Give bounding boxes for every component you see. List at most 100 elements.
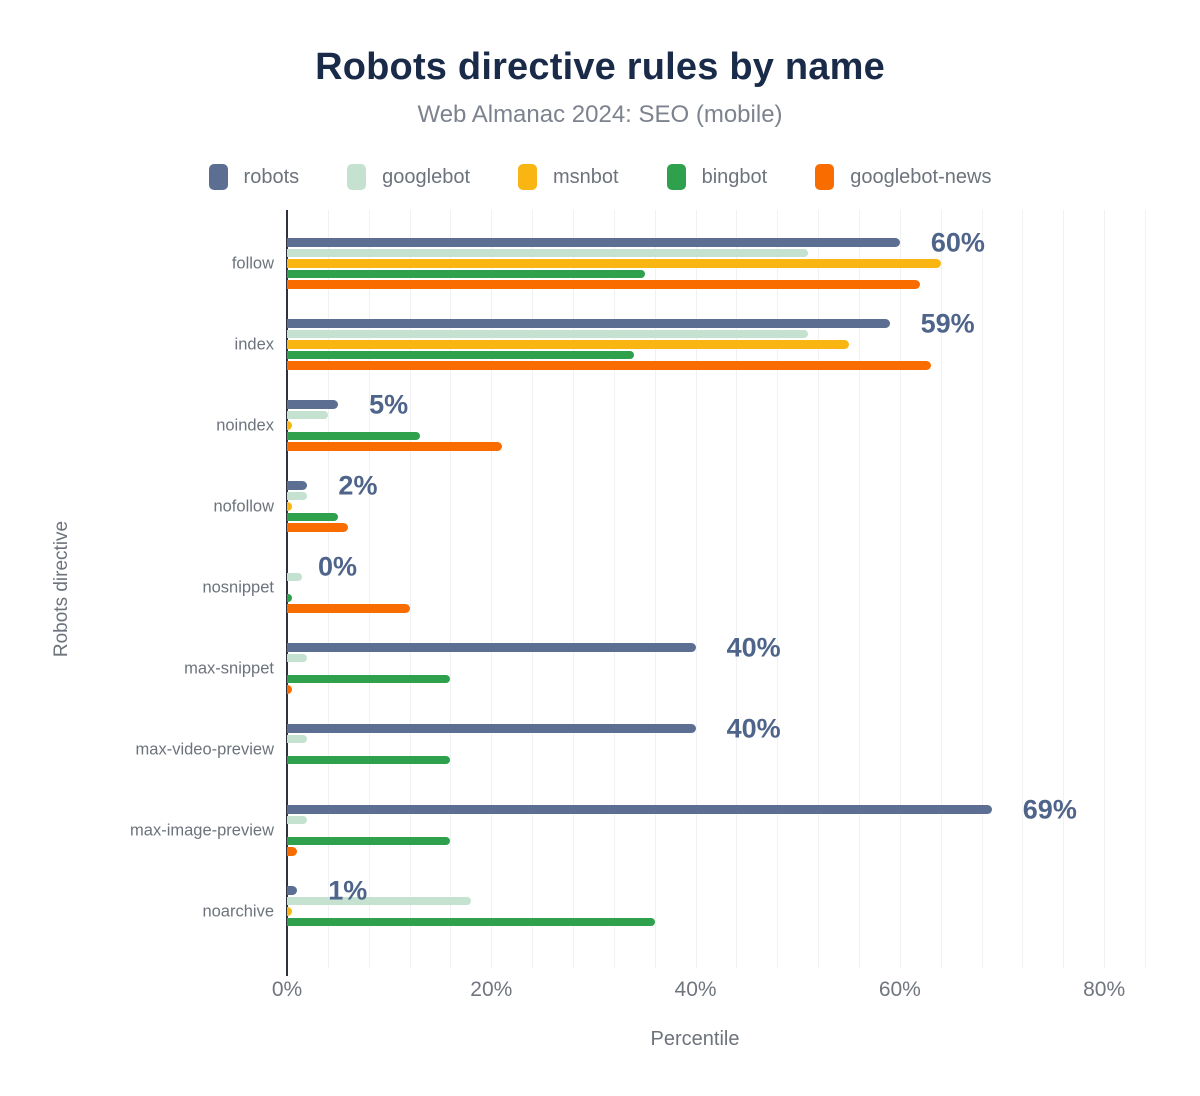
grid-line bbox=[859, 210, 860, 968]
category-row-follow: follow 60% bbox=[232, 223, 1145, 304]
grid-line bbox=[491, 210, 493, 968]
bar-robots-noindex bbox=[287, 400, 339, 409]
category-row-max-snippet: max-snippet 40% bbox=[184, 628, 1145, 709]
bar-bingbot-noarchive bbox=[287, 917, 655, 926]
bar-googlebot-news-index bbox=[287, 361, 931, 370]
category-row-index: index 59% bbox=[235, 304, 1145, 385]
category-label: follow bbox=[231, 254, 274, 272]
legend-item-bingbot: bingbot bbox=[666, 164, 768, 190]
bar-googlebot-news-nofollow bbox=[287, 523, 349, 532]
legend-label: googlebot bbox=[382, 165, 471, 188]
grid-line bbox=[940, 210, 942, 968]
bar-robots-follow bbox=[287, 238, 900, 247]
bar-googlebot-news-max-snippet bbox=[287, 685, 293, 694]
bar-bingbot-index bbox=[287, 350, 635, 359]
bar-robots-max-snippet bbox=[287, 643, 696, 652]
category-row-noarchive: noarchive 1% bbox=[202, 871, 1145, 952]
grid-line bbox=[1145, 210, 1146, 968]
grid-line bbox=[777, 210, 779, 968]
x-tick-20%: 20% bbox=[470, 978, 513, 1001]
bar-group bbox=[287, 805, 992, 856]
legend-swatch-robots bbox=[208, 164, 228, 190]
bar-googlebot-noarchive bbox=[287, 896, 471, 905]
chart-title: Robots directive rules by name bbox=[315, 46, 885, 88]
category-label: noarchive bbox=[202, 902, 274, 920]
grid-line bbox=[981, 210, 983, 968]
y-axis-line bbox=[286, 210, 288, 976]
legend-label: googlebot-news bbox=[850, 165, 992, 188]
category-row-nosnippet: nosnippet 0% bbox=[202, 547, 1145, 628]
category-label: nofollow bbox=[213, 497, 274, 515]
bar-bingbot-max-image-preview bbox=[287, 836, 451, 845]
value-label-nofollow: 2% bbox=[338, 470, 378, 500]
legend: robots googlebot msnbot bingbot googlebot-ne… bbox=[0, 164, 1200, 190]
category-row-max-video-preview: max-video-preview 40% bbox=[136, 709, 1145, 790]
grid-line bbox=[1022, 210, 1024, 968]
x-tick-60%: 60% bbox=[878, 978, 921, 1001]
bar-group bbox=[287, 238, 941, 289]
value-label-max-image-preview: 69% bbox=[1022, 794, 1077, 824]
legend-label: bingbot bbox=[701, 165, 768, 188]
value-label-noindex: 5% bbox=[369, 389, 409, 419]
plot-rows: follow 60% index 59% noindex 5% nofollow 2% nosn… bbox=[130, 223, 1145, 952]
grid-line bbox=[654, 210, 656, 968]
category-label: max-video-preview bbox=[135, 740, 274, 758]
grid-line bbox=[327, 210, 329, 968]
category-row-noindex: noindex 5% bbox=[216, 385, 1145, 466]
legend-swatch-bingbot bbox=[666, 164, 686, 190]
x-tick-0%: 0% bbox=[271, 978, 303, 1001]
bar-robots-index bbox=[287, 319, 890, 328]
legend-swatch-googlebot bbox=[347, 164, 367, 190]
chart-subtitle: Web Almanac 2024: SEO (mobile) bbox=[417, 101, 783, 128]
category-label: nosnippet bbox=[202, 578, 274, 596]
grid-line bbox=[532, 210, 534, 968]
bar-googlebot-noindex bbox=[287, 410, 328, 419]
bar-robots-max-video-preview bbox=[287, 724, 696, 733]
x-tick-40%: 40% bbox=[674, 978, 717, 1001]
bar-bingbot-max-snippet bbox=[287, 674, 451, 683]
grid-line bbox=[1104, 210, 1106, 968]
bar-bingbot-follow bbox=[287, 269, 645, 278]
value-label-noarchive: 1% bbox=[328, 875, 368, 905]
x-axis-title: Percentile bbox=[650, 1028, 740, 1050]
category-label: max-snippet bbox=[184, 659, 274, 677]
x-tick-80%: 80% bbox=[1083, 978, 1126, 1001]
bar-googlebot-news-noindex bbox=[287, 442, 502, 451]
bar-googlebot-nofollow bbox=[287, 491, 308, 500]
legend-item-robots: robots bbox=[208, 164, 299, 190]
bar-group bbox=[287, 886, 655, 937]
grid-line bbox=[613, 210, 615, 968]
bar-robots-max-image-preview bbox=[287, 805, 992, 814]
bar-group bbox=[287, 562, 410, 613]
bar-googlebot-nosnippet bbox=[287, 572, 303, 581]
value-label-nosnippet: 0% bbox=[318, 551, 358, 581]
legend-swatch-msnbot bbox=[518, 164, 538, 190]
bar-googlebot-max-snippet bbox=[287, 653, 308, 662]
category-row-max-image-preview: max-image-preview 69% bbox=[130, 790, 1145, 871]
bar-googlebot-max-image-preview bbox=[287, 815, 308, 824]
value-label-index: 59% bbox=[920, 308, 975, 338]
legend-item-googlebot: googlebot bbox=[347, 164, 470, 190]
bar-msnbot-follow bbox=[287, 259, 941, 268]
value-label-follow: 60% bbox=[930, 227, 985, 257]
bar-robots-noarchive bbox=[287, 886, 298, 895]
bar-bingbot-max-video-preview bbox=[287, 755, 451, 764]
bar-bingbot-noindex bbox=[287, 431, 420, 440]
bar-googlebot-follow bbox=[287, 248, 808, 257]
legend-item-msnbot: msnbot bbox=[518, 164, 619, 190]
category-label: max-image-preview bbox=[130, 821, 274, 839]
plot-area: follow 60% index 59% noindex 5% nofollow 2% nosn… bbox=[130, 210, 1146, 976]
value-label-max-snippet: 40% bbox=[726, 632, 781, 662]
bar-group bbox=[287, 481, 349, 532]
bar-robots-nofollow bbox=[287, 481, 308, 490]
grid-line bbox=[450, 210, 452, 968]
grid-line bbox=[409, 210, 411, 968]
x-axis-ticks: 0% 20% 40% 60% 80% bbox=[272, 978, 1145, 1008]
bar-msnbot-nofollow bbox=[287, 502, 293, 511]
bar-googlebot-index bbox=[287, 329, 808, 338]
value-label-max-video-preview: 40% bbox=[726, 713, 781, 743]
bar-group bbox=[287, 643, 696, 694]
bar-group bbox=[287, 319, 931, 370]
grid-line bbox=[695, 210, 697, 968]
bar-group bbox=[287, 400, 502, 451]
